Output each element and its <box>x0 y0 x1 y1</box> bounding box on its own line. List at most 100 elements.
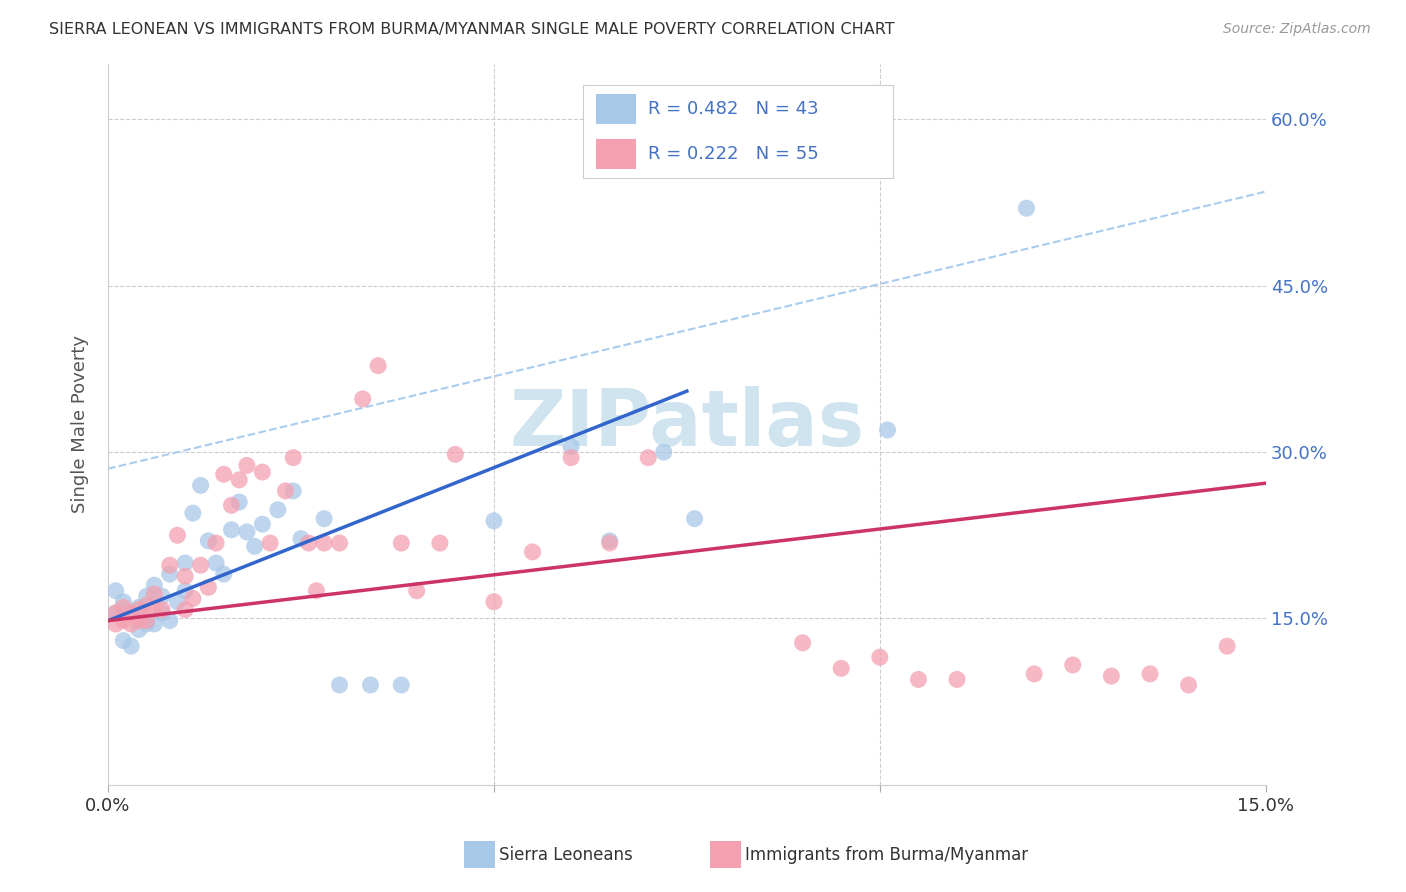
Point <box>166 595 188 609</box>
Point <box>274 483 297 498</box>
Point <box>367 359 389 373</box>
Point <box>128 602 150 616</box>
Point <box>174 583 197 598</box>
Point <box>328 678 350 692</box>
Point <box>181 591 204 606</box>
Point <box>104 606 127 620</box>
Point <box>159 558 181 573</box>
Point <box>112 595 135 609</box>
Point <box>599 533 621 548</box>
Point <box>174 556 197 570</box>
Point <box>283 450 305 465</box>
Y-axis label: Single Male Poverty: Single Male Poverty <box>72 335 89 514</box>
Point <box>482 514 505 528</box>
Point <box>221 523 243 537</box>
Point <box>212 467 235 482</box>
Point <box>359 678 381 692</box>
Point <box>143 587 166 601</box>
Point <box>1216 639 1239 653</box>
Point <box>792 636 814 650</box>
Point <box>290 532 312 546</box>
FancyBboxPatch shape <box>596 95 636 124</box>
Point <box>128 600 150 615</box>
Point <box>221 499 243 513</box>
Point <box>112 633 135 648</box>
Point <box>190 558 212 573</box>
Point <box>120 617 142 632</box>
Point <box>228 473 250 487</box>
Point <box>112 614 135 628</box>
Point <box>444 447 467 461</box>
Point <box>560 440 582 454</box>
Point <box>876 423 898 437</box>
Point <box>1177 678 1199 692</box>
Point <box>159 614 181 628</box>
Point <box>150 602 173 616</box>
Point <box>236 524 259 539</box>
Point <box>150 589 173 603</box>
Point <box>135 614 157 628</box>
Point <box>190 478 212 492</box>
Point <box>197 581 219 595</box>
Point <box>128 614 150 628</box>
Point <box>143 578 166 592</box>
Point <box>314 536 336 550</box>
Text: R = 0.482   N = 43: R = 0.482 N = 43 <box>648 100 820 118</box>
Point <box>252 465 274 479</box>
Point <box>104 606 127 620</box>
Text: Immigrants from Burma/Myanmar: Immigrants from Burma/Myanmar <box>745 846 1028 863</box>
Text: R = 0.222   N = 55: R = 0.222 N = 55 <box>648 145 820 163</box>
Point <box>305 583 328 598</box>
Point <box>228 495 250 509</box>
Point <box>252 517 274 532</box>
Point <box>174 602 197 616</box>
Point <box>143 617 166 632</box>
Point <box>1099 669 1122 683</box>
Point <box>328 536 350 550</box>
Point <box>236 458 259 473</box>
Point <box>869 650 891 665</box>
Point <box>352 392 374 406</box>
Point <box>135 589 157 603</box>
Point <box>128 623 150 637</box>
Point <box>1139 666 1161 681</box>
Point <box>120 606 142 620</box>
Point <box>314 511 336 525</box>
Text: ZIPatlas: ZIPatlas <box>509 386 865 462</box>
Point <box>120 606 142 620</box>
Point <box>637 450 659 465</box>
Point <box>830 661 852 675</box>
Point <box>174 569 197 583</box>
Point <box>120 639 142 653</box>
Point <box>1015 201 1038 215</box>
Point <box>683 511 706 525</box>
Point <box>159 567 181 582</box>
Point <box>166 528 188 542</box>
Point <box>181 506 204 520</box>
Point <box>482 595 505 609</box>
FancyBboxPatch shape <box>596 139 636 169</box>
Point <box>112 600 135 615</box>
Point <box>205 556 228 570</box>
Point <box>560 450 582 465</box>
Point <box>243 540 266 554</box>
Point <box>135 598 157 612</box>
Point <box>267 503 290 517</box>
Point <box>429 536 451 550</box>
Point <box>259 536 281 550</box>
Point <box>298 536 321 550</box>
Point <box>205 536 228 550</box>
Point <box>946 673 969 687</box>
Point <box>405 583 427 598</box>
Point <box>135 617 157 632</box>
Point <box>907 673 929 687</box>
Text: Sierra Leoneans: Sierra Leoneans <box>499 846 633 863</box>
Point <box>599 536 621 550</box>
Text: Source: ZipAtlas.com: Source: ZipAtlas.com <box>1223 22 1371 37</box>
Text: SIERRA LEONEAN VS IMMIGRANTS FROM BURMA/MYANMAR SINGLE MALE POVERTY CORRELATION : SIERRA LEONEAN VS IMMIGRANTS FROM BURMA/… <box>49 22 894 37</box>
Point <box>652 445 675 459</box>
Point <box>104 583 127 598</box>
Point <box>522 545 544 559</box>
Point <box>197 533 219 548</box>
Point <box>150 606 173 620</box>
